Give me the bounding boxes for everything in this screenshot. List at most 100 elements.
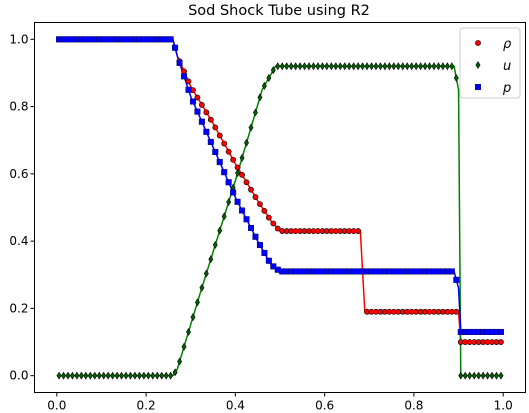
data-point-u	[217, 226, 223, 235]
y-tick-label: 1.0	[9, 32, 28, 46]
legend-label-p: p	[502, 81, 511, 96]
data-point-ρ	[274, 225, 281, 232]
data-point-u	[494, 371, 499, 380]
series-line-p	[56, 38, 504, 333]
data-point-u	[194, 298, 200, 307]
data-point-u	[261, 81, 267, 90]
legend-marker-ρ	[475, 40, 481, 46]
data-point-u	[208, 255, 214, 264]
data-point-u	[69, 371, 75, 380]
data-point-u	[476, 371, 482, 380]
data-point-ρ	[212, 124, 219, 131]
data-point-u	[364, 62, 370, 71]
data-point-u	[324, 62, 330, 71]
y-tick-label: 0.4	[9, 234, 28, 248]
data-point-u	[61, 371, 66, 380]
data-point-p	[207, 138, 214, 145]
data-point-p	[216, 159, 223, 166]
data-point-u	[302, 62, 308, 71]
data-point-u	[74, 371, 80, 380]
legend-box	[459, 27, 521, 99]
data-point-u	[96, 371, 102, 380]
data-point-u	[190, 313, 196, 322]
data-point-p	[185, 86, 192, 93]
x-tick-label: 0.2	[137, 399, 156, 413]
data-point-u	[266, 74, 272, 82]
plot-frame	[34, 22, 526, 393]
data-point-u	[128, 371, 133, 380]
data-point-ρ	[252, 194, 259, 200]
data-point-ρ	[257, 201, 263, 208]
data-point-p	[256, 242, 263, 249]
data-point-u	[159, 371, 165, 380]
data-point-u	[453, 74, 459, 82]
data-point-ρ	[185, 78, 192, 85]
data-point-u	[440, 62, 446, 71]
data-point-p	[221, 169, 228, 176]
legend-marker-u	[475, 61, 481, 69]
data-point-u	[360, 62, 366, 71]
x-tick-label: 0.4	[226, 399, 245, 413]
data-point-u	[56, 371, 62, 380]
y-tick-label: 0.6	[9, 167, 28, 181]
chart-title: Sod Shock Tube using R2	[188, 3, 370, 19]
data-point-u	[315, 62, 321, 71]
data-point-p	[230, 189, 237, 196]
data-point-p	[181, 73, 188, 80]
data-point-u	[101, 371, 107, 380]
legend: ρup	[459, 27, 521, 99]
data-point-ρ	[243, 179, 250, 186]
data-point-ρ	[453, 308, 460, 315]
data-point-u	[145, 371, 151, 380]
legend-entries: ρup	[475, 37, 512, 96]
data-point-u	[212, 240, 218, 249]
data-point-u	[342, 62, 348, 71]
legend-label-ρ: ρ	[503, 37, 512, 52]
data-point-u	[168, 371, 174, 380]
data-point-u	[311, 62, 316, 71]
data-point-p	[203, 128, 210, 135]
data-point-p	[225, 179, 232, 186]
data-point-u	[436, 62, 441, 71]
data-point-p	[448, 268, 455, 275]
data-point-u	[163, 371, 169, 380]
y-tick-label: 0.0	[9, 369, 28, 383]
x-tick-label: 0.0	[47, 399, 66, 413]
data-point-p	[497, 328, 504, 335]
data-point-u	[333, 62, 339, 71]
data-point-u	[252, 108, 258, 117]
x-tick-label: 1.0	[494, 399, 513, 413]
data-point-ρ	[355, 228, 362, 234]
data-point-p	[270, 263, 277, 270]
data-point-u	[154, 371, 160, 380]
data-point-u	[297, 62, 303, 71]
data-point-u	[498, 371, 504, 380]
data-point-u	[346, 62, 352, 71]
data-point-u	[181, 342, 187, 351]
data-point-ρ	[198, 102, 205, 108]
data-point-u	[355, 62, 361, 71]
data-point-u	[132, 371, 138, 380]
data-point-u	[444, 62, 450, 71]
data-point-ρ	[194, 94, 201, 101]
data-point-p	[261, 249, 268, 256]
data-point-ρ	[248, 186, 254, 193]
data-point-u	[141, 371, 147, 380]
data-point-u	[485, 371, 491, 380]
data-point-u	[306, 62, 312, 71]
data-point-u	[462, 371, 468, 380]
data-point-ρ	[181, 68, 187, 75]
data-point-u	[395, 62, 401, 71]
data-point-u	[337, 62, 343, 71]
data-point-u	[427, 62, 432, 71]
data-point-u	[114, 371, 120, 380]
data-point-p	[247, 225, 254, 232]
data-point-u	[373, 62, 379, 71]
data-point-ρ	[265, 214, 272, 221]
y-tick-label: 0.2	[9, 301, 28, 315]
axes: 0.0 0.2 0.4 0.6 0.8 1.0 0.0 0.2 0.4 0.6 0.8 1.0	[9, 32, 512, 412]
data-point-u	[226, 198, 232, 207]
data-point-u	[279, 62, 285, 71]
data-point-ρ	[203, 109, 210, 116]
